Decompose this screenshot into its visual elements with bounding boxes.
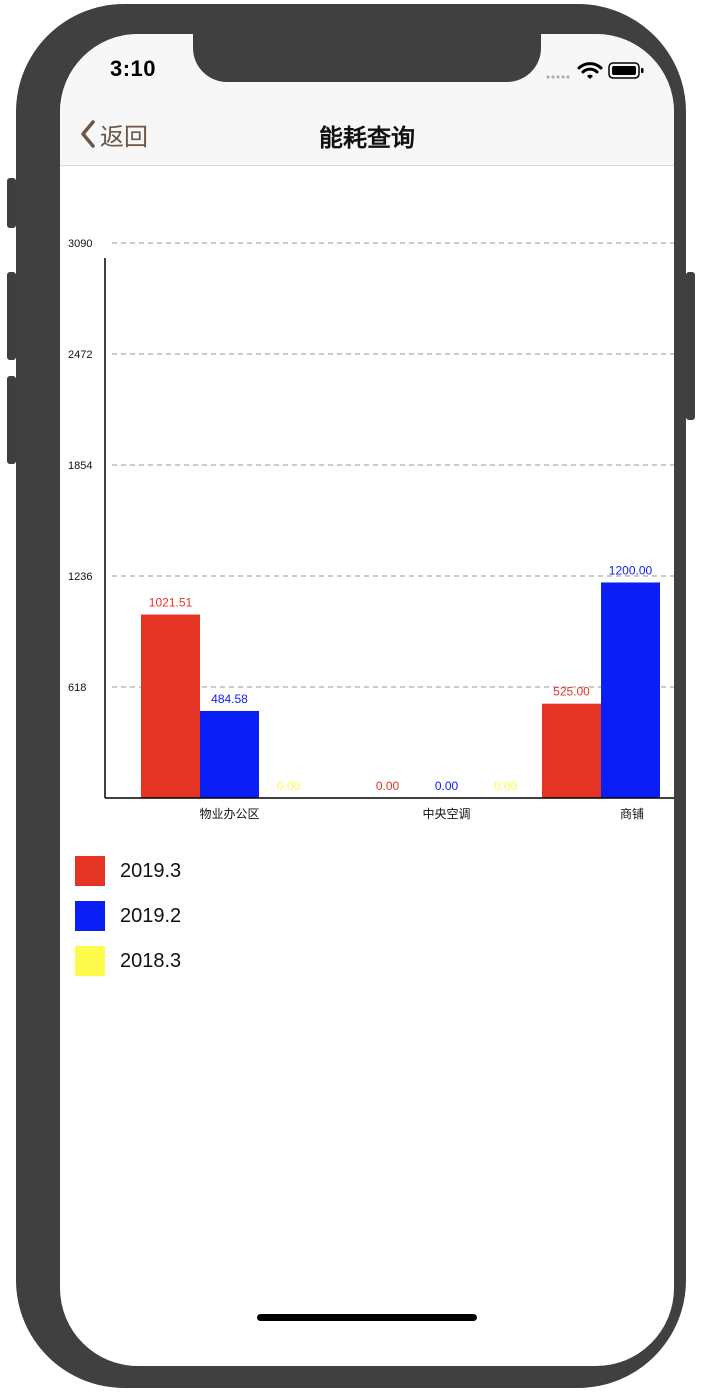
- legend-label: 2018.3: [120, 949, 182, 972]
- legend-item: 2018.3: [75, 946, 181, 976]
- bar: [542, 703, 601, 798]
- legend-item: 2019.2: [75, 901, 181, 931]
- phone-frame: 返回 能耗查询 3:10: [16, 4, 686, 1388]
- wifi-icon: [577, 62, 603, 79]
- data-label: 1200.00: [609, 563, 653, 577]
- bar: [200, 710, 259, 798]
- legend-swatch: [75, 901, 105, 931]
- chart-legend: 2019.3 2019.2 2018.3: [75, 856, 181, 991]
- chevron-left-icon: [81, 120, 95, 148]
- x-tick-label: 中央空调: [422, 806, 470, 821]
- y-tick-label: 618: [68, 682, 86, 694]
- bar: [141, 614, 200, 798]
- data-label: 525.00: [553, 685, 590, 699]
- y-tick-label: 1236: [68, 571, 92, 583]
- back-button[interactable]: 返回: [80, 116, 148, 152]
- y-tick-label: 2472: [68, 349, 92, 361]
- data-label: 0.00: [435, 779, 459, 793]
- data-label: 1021.51: [149, 596, 193, 610]
- legend-item: 2019.3: [75, 856, 181, 886]
- legend-swatch: [75, 856, 105, 886]
- data-label: 0.00: [376, 779, 400, 793]
- battery-icon: [608, 62, 644, 79]
- data-label: 0.00: [277, 779, 301, 793]
- volume-down-button: [7, 376, 16, 464]
- back-label: 返回: [100, 123, 148, 151]
- x-tick-label: 商铺: [620, 806, 644, 821]
- bar: [601, 582, 660, 798]
- labels-layer: 3090 2472 1854 1236 618 1021.51 484.58 0.00 物业办公…: [68, 238, 653, 821]
- mute-switch: [7, 178, 16, 228]
- volume-up-button: [7, 272, 16, 360]
- data-label: 0.00: [494, 779, 518, 793]
- screen: 返回 能耗查询 3:10: [60, 34, 674, 1366]
- x-tick-label: 物业办公区: [199, 806, 259, 821]
- legend-label: 2019.2: [120, 904, 182, 927]
- legend-label: 2019.3: [120, 859, 182, 882]
- home-indicator: [257, 1314, 477, 1321]
- bar-chart: 3090 2472 1854 1236 618 1021.51 484.58 0.00 物业办公…: [68, 238, 674, 821]
- notch: [193, 34, 541, 82]
- bars-layer: [141, 582, 660, 798]
- grid-layer: [112, 242, 674, 688]
- y-tick-label: 3090: [68, 238, 92, 250]
- data-label: 484.58: [211, 692, 248, 706]
- power-button: [686, 272, 695, 420]
- legend-swatch: [75, 946, 105, 976]
- status-icons: [546, 60, 656, 80]
- y-tick-label: 1854: [68, 460, 92, 472]
- status-time: 3:10: [110, 56, 157, 81]
- cellular-signal-icon: [546, 75, 570, 79]
- page-title: 能耗查询: [319, 125, 415, 152]
